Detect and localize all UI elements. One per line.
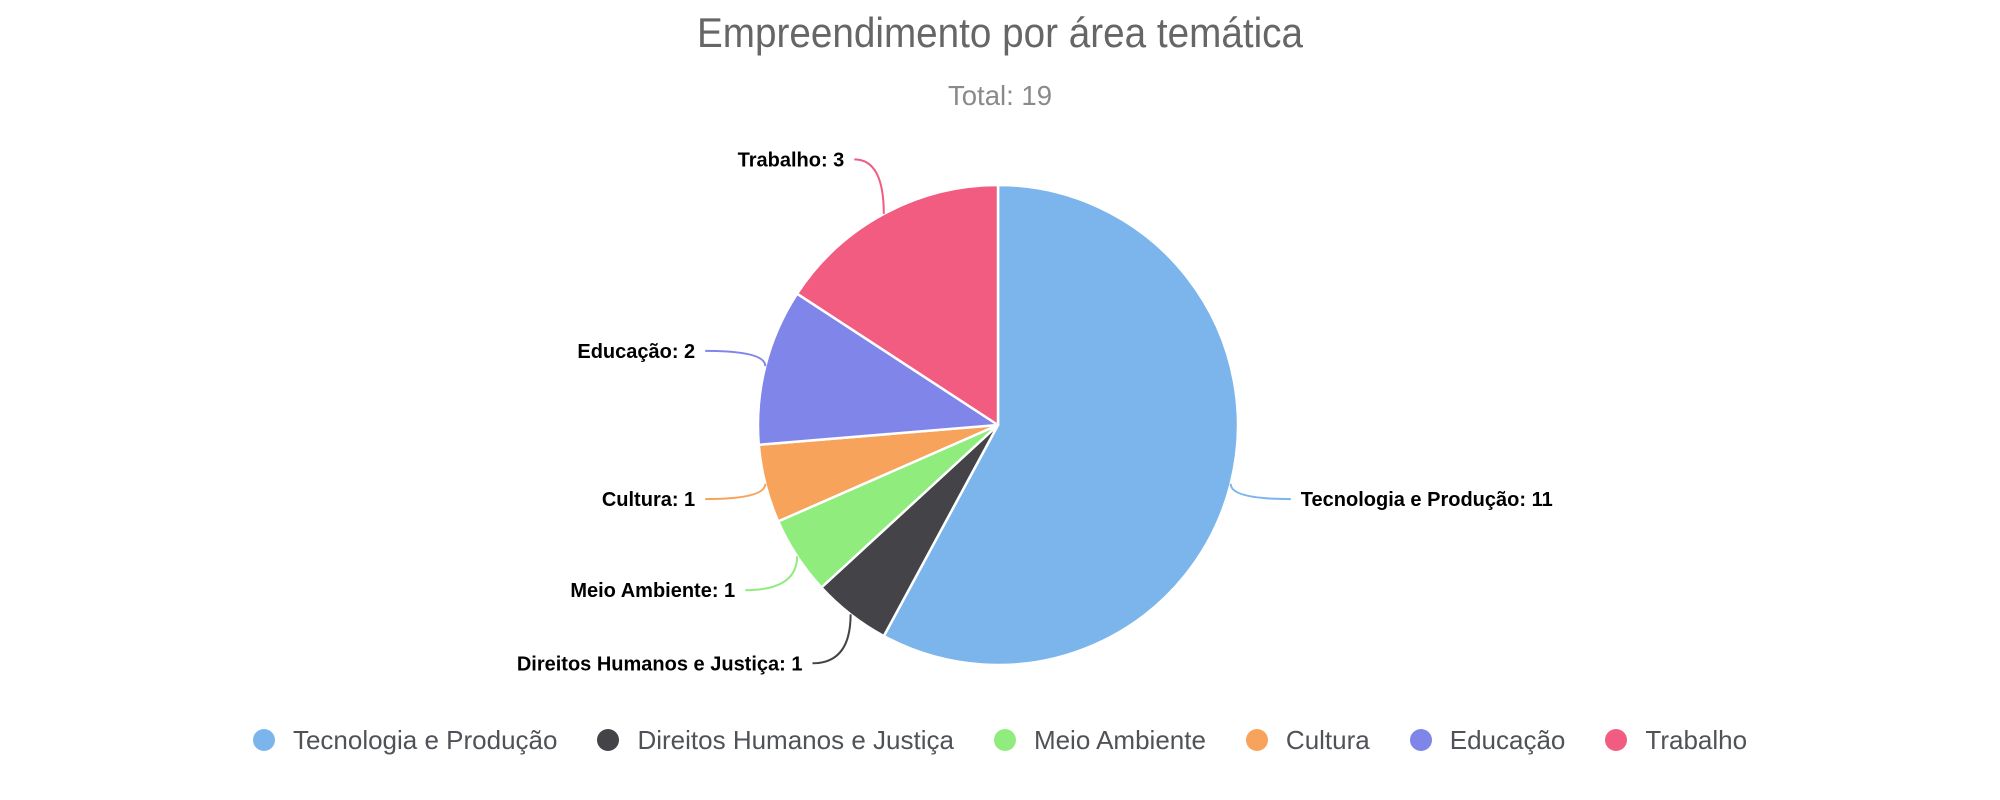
legend-marker-cultura [1245, 729, 1268, 751]
label-connector-direitos-humanos-e-justica [812, 614, 852, 665]
chart-subtitle: Total: 19 [948, 80, 1052, 111]
legend: Tecnologia e Produção Direitos Humanos e … [0, 718, 2000, 762]
chart-title: Empreendimento por área temática [697, 9, 1304, 56]
legend-marker-educacao [1409, 729, 1432, 751]
data-label-cultura: Cultura: 1 [602, 489, 695, 511]
label-connector-cultura [705, 483, 767, 501]
legend-label-trabalho: Trabalho [1645, 724, 1748, 755]
data-label-tecnologia-e-producao: Tecnologia e Produção: 11 [1301, 489, 1553, 511]
pie-series [756, 183, 1240, 667]
legend-item-educacao[interactable]: Educação [1409, 724, 1566, 756]
data-label-meio-ambiente: Meio Ambiente: 1 [570, 580, 735, 602]
legend-item-meio-ambiente[interactable]: Meio Ambiente [993, 724, 1206, 756]
legend-marker-meio-ambiente [993, 729, 1016, 751]
data-label-educacao: Educação: 2 [577, 341, 695, 363]
data-labels: Tecnologia e Produção: 11 Direitos Humano… [517, 149, 1553, 675]
legend-label-meio-ambiente: Meio Ambiente [1033, 724, 1206, 755]
data-label-trabalho: Trabalho: 3 [738, 149, 845, 171]
legend-label-cultura: Cultura [1285, 724, 1370, 755]
data-label-connectors [705, 158, 1291, 665]
legend-item-direitos-humanos-e-justica[interactable]: Direitos Humanos e Justiça [597, 724, 954, 756]
legend-marker-tecnologia-e-producao [252, 729, 275, 751]
label-connector-educacao [705, 349, 767, 367]
legend-label-educacao: Educação [1449, 724, 1566, 755]
legend-item-trabalho[interactable]: Trabalho [1605, 725, 1747, 756]
data-label-direitos-humanos-e-justica: Direitos Humanos e Justiça: 1 [517, 653, 803, 675]
label-connector-meio-ambiente [745, 556, 799, 592]
legend-label-direitos-humanos-e-justica: Direitos Humanos e Justiça [637, 724, 954, 755]
legend-item-cultura[interactable]: Cultura [1245, 724, 1370, 756]
legend-item-tecnologia-e-producao[interactable]: Tecnologia e Produção [252, 724, 558, 756]
legend-marker-trabalho [1605, 729, 1628, 751]
legend-marker-direitos-humanos-e-justica [597, 729, 620, 751]
pie-slice-trabalho[interactable] [795, 183, 1000, 427]
label-connector-trabalho [854, 158, 885, 214]
label-connector-tecnologia-e-producao [1229, 483, 1291, 501]
legend-label-tecnologia-e-producao: Tecnologia e Produção [292, 724, 558, 755]
